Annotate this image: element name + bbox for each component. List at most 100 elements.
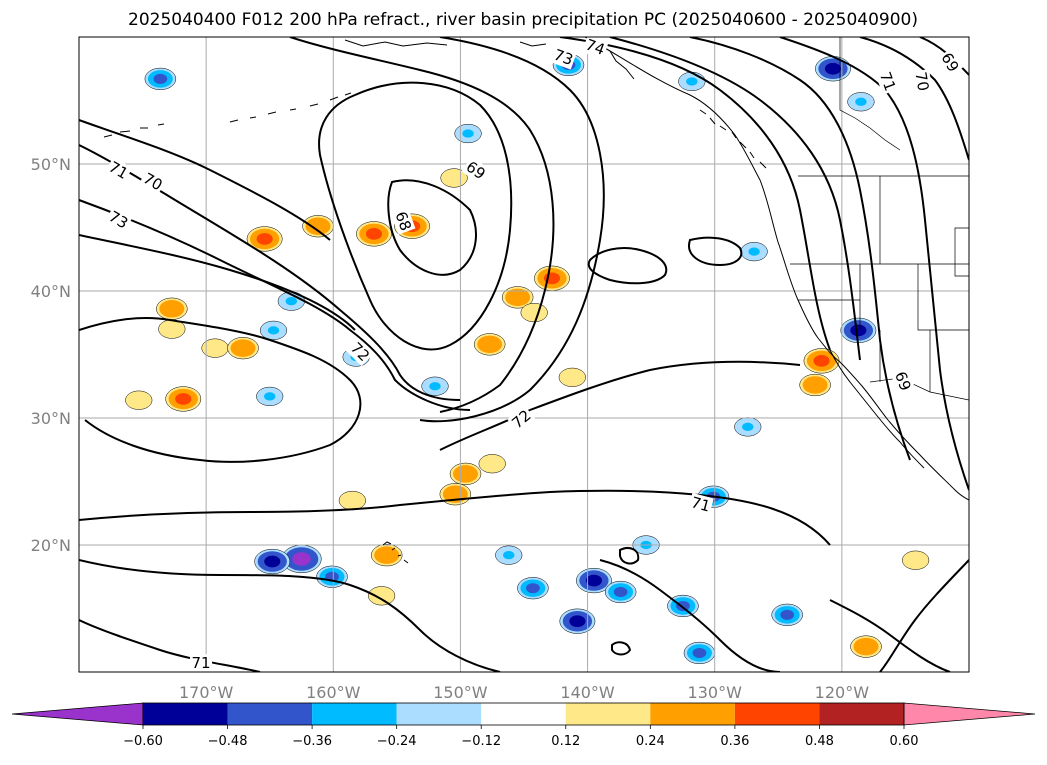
contour-label: 70 [911, 69, 933, 94]
contour-label-text: 71 [876, 69, 899, 93]
precip-blob-core [462, 129, 474, 138]
precip-negative-blob [559, 608, 596, 634]
colorbar-tick-label: 0.48 [805, 734, 834, 749]
contour-line [289, 37, 555, 413]
precip-negative-blob [259, 320, 288, 340]
colorbar-segment [734, 703, 820, 725]
y-tick-label: 20°N [31, 536, 71, 555]
contour-line [609, 37, 861, 361]
contour-label-bg [507, 405, 536, 434]
colorbar-tick-label: −0.60 [123, 734, 163, 749]
precip-blob-core [482, 339, 497, 350]
precip-negative-blob [144, 67, 177, 90]
colorbar-frame [142, 702, 905, 726]
precip-negative-blob [256, 386, 284, 406]
colorbar-segment [396, 703, 482, 725]
precip-blob-core [267, 326, 280, 335]
precip-blob-core [429, 382, 441, 391]
precip-blob-core [566, 373, 578, 382]
precip-blob-core [448, 489, 463, 500]
precip-positive-blob [520, 303, 548, 323]
contour-line [79, 234, 356, 331]
contour-line [689, 37, 911, 461]
precip-blob-core [813, 354, 830, 367]
contour-label-bg [890, 367, 916, 395]
colorbar-extend-min [11, 702, 144, 726]
precip-blob-core [510, 292, 525, 303]
colorbar: −0.60 −0.48 −0.36 −0.24 −0.12 0.12 0.24 0.36 0.4… [11, 702, 1036, 749]
precip-blob-core [346, 496, 359, 505]
alaska-coast [344, 39, 635, 80]
precip-positive-blob [227, 337, 259, 360]
x-axis-ticks: 170°W 160°W 150°W 140°W 130°W 120°W [179, 683, 869, 702]
contour-loop-69 [318, 81, 513, 351]
precip-positive-blob [902, 550, 930, 570]
contour-label: 73 [549, 45, 577, 70]
contour-label: 68 [390, 207, 416, 235]
precip-positive-blob [534, 265, 570, 291]
contour-label-bg [190, 654, 213, 672]
colorbar-tick-label: −0.36 [292, 734, 332, 749]
hawaii-islands [382, 541, 409, 564]
contour-label-bg [104, 206, 133, 234]
y-tick-label: 50°N [31, 155, 71, 174]
precip-negative-blob [771, 603, 803, 626]
contour-line [829, 599, 951, 672]
precip-positive-blob [558, 367, 586, 387]
contour-line [619, 547, 640, 565]
x-tick-label: 120°W [815, 683, 870, 702]
x-tick-label: 150°W [433, 683, 488, 702]
precip-positive-blob [803, 348, 840, 374]
precip-blob-core [859, 641, 873, 652]
precip-positive-blob [368, 586, 396, 606]
precip-negative-blob [683, 641, 716, 665]
colorbar-segment [227, 703, 313, 725]
us-mexico-border [869, 377, 969, 401]
contour-label-bg [875, 68, 900, 95]
precip-positive-blob [799, 373, 831, 397]
x-tick-label: 160°W [306, 683, 361, 702]
precip-blob-core [133, 396, 145, 405]
political-borders [790, 37, 969, 401]
precip-blob-core [824, 62, 842, 75]
precip-blob-core [292, 552, 311, 566]
colorbar-tick-label: −0.12 [461, 734, 501, 749]
precip-negative-blob [815, 56, 851, 82]
contour-label: 71 [875, 68, 900, 95]
precip-negative-blob [604, 580, 637, 604]
precip-positive-blob [501, 286, 534, 309]
precip-blob-core [236, 343, 250, 354]
precip-positive-blob [201, 338, 229, 358]
contour-line [859, 37, 969, 161]
refractivity-contours [79, 37, 969, 672]
precip-positive-blob [449, 462, 482, 485]
precip-blob-core [166, 324, 178, 334]
x-tick-label: 170°W [179, 683, 234, 702]
contour-line [79, 119, 331, 241]
colorbar-tick-label: −0.48 [208, 734, 248, 749]
precip-negative-blob [254, 548, 291, 575]
contour-line [587, 247, 668, 285]
precip-blob-core [164, 303, 179, 314]
contour-line [611, 641, 632, 656]
precip-positive-blob [850, 635, 882, 658]
precip-negative-blob [316, 565, 348, 588]
precip-negative-blob [277, 291, 305, 311]
map-frame [78, 36, 970, 673]
precip-positive-blob [246, 226, 283, 252]
precip-blob-core [676, 600, 690, 611]
precip-positive-blob [338, 490, 366, 511]
precip-negative-blob [281, 544, 322, 574]
precip-blob-core [458, 468, 473, 479]
alaska-canada-border [839, 37, 901, 151]
precip-blob-core [256, 233, 273, 245]
contour-line [419, 37, 605, 423]
colorbar-tick-label: 0.36 [720, 734, 749, 749]
y-axis-ticks: 20°N 30°N 40°N 50°N [31, 155, 71, 555]
colorbar-segment [565, 703, 651, 725]
precip-pc-fill-layer [125, 53, 930, 665]
precip-blob-core [175, 393, 192, 405]
contour-label-text: 71 [192, 654, 211, 672]
precip-blob-core [526, 583, 540, 594]
